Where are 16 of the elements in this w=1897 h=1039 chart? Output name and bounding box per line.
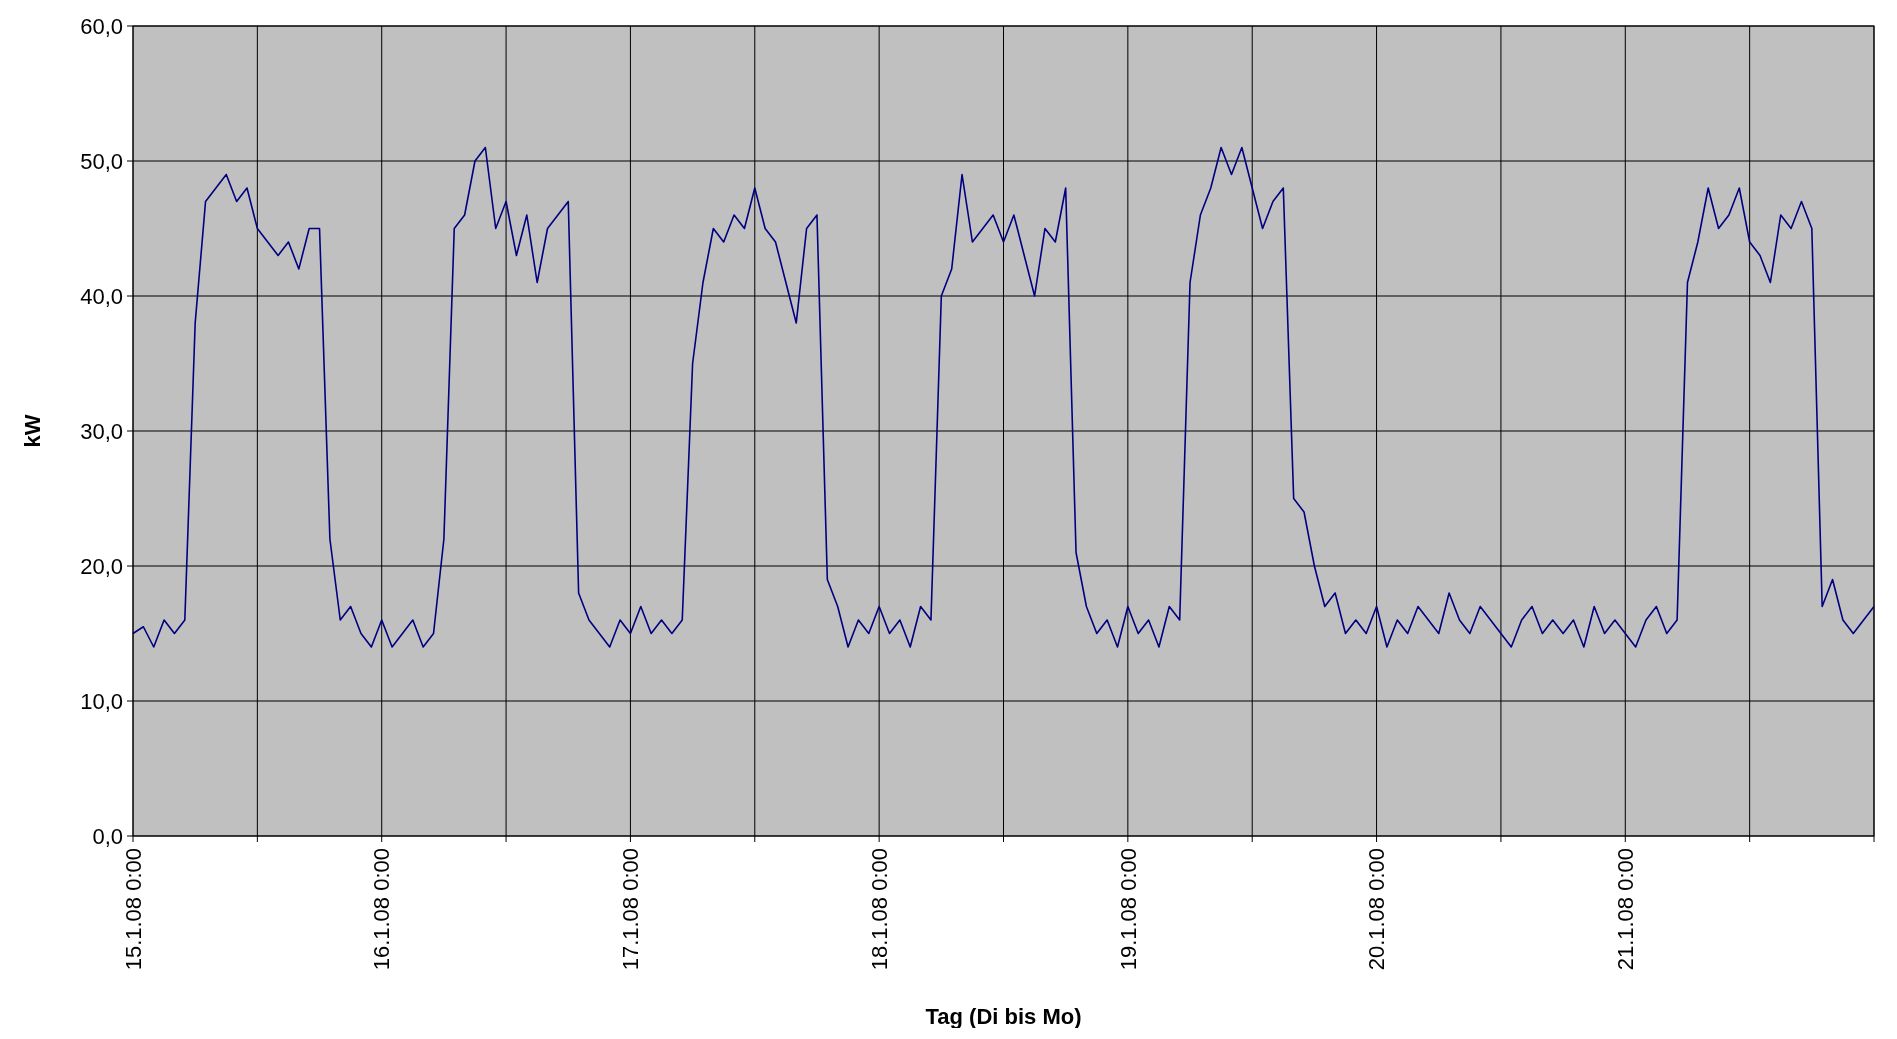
x-tick-label: 20.1.08 0:00 <box>1364 848 1390 971</box>
x-tick-label: 21.1.08 0:00 <box>1612 848 1638 971</box>
y-axis-title: kW <box>20 414 45 448</box>
y-tick-label: 60,0 <box>80 13 123 39</box>
y-tick-label: 30,0 <box>80 418 123 444</box>
y-tick-label: 50,0 <box>80 148 123 174</box>
x-tick-label: 18.1.08 0:00 <box>866 848 892 971</box>
x-tick-label: 19.1.08 0:00 <box>1115 848 1141 971</box>
x-tick-label: 15.1.08 0:00 <box>120 848 146 971</box>
y-tick-label: 40,0 <box>80 283 123 309</box>
x-axis-title: Tag (Di bis Mo) <box>925 1004 1082 1029</box>
x-tick-label: 17.1.08 0:00 <box>618 848 644 971</box>
y-tick-label: 10,0 <box>80 688 123 714</box>
x-tick-label: 16.1.08 0:00 <box>369 848 395 971</box>
y-tick-label: 20,0 <box>80 553 123 579</box>
y-tick-label: 0,0 <box>92 823 123 849</box>
